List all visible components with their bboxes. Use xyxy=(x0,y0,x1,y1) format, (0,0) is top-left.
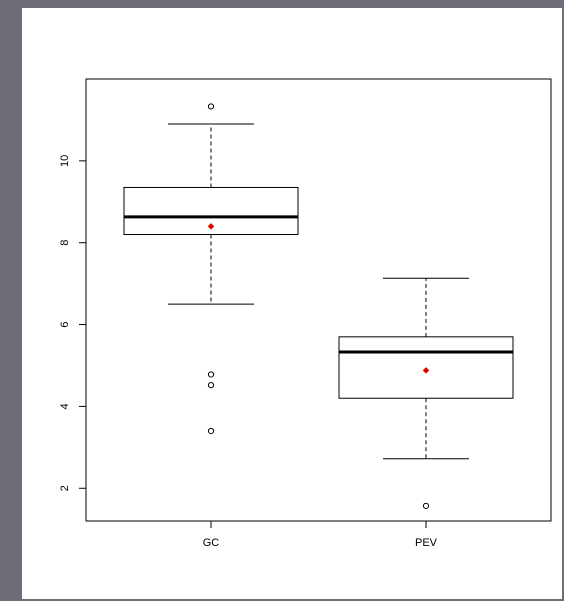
box-pev xyxy=(338,277,514,509)
y-axis: 2 4 6 8 10 xyxy=(59,155,86,491)
mean-marker xyxy=(207,222,215,230)
outlier-point xyxy=(207,427,215,435)
y-tick-label: 10 xyxy=(59,155,71,167)
x-tick-label: PEV xyxy=(415,537,438,549)
y-tick-label: 8 xyxy=(59,240,71,246)
x-axis: GC PEV xyxy=(203,521,438,549)
box-group xyxy=(123,103,514,509)
outlier-point xyxy=(422,502,430,509)
outlier-point xyxy=(207,103,215,110)
x-tick-label: GC xyxy=(203,537,220,549)
box-gc xyxy=(123,103,299,435)
outlier-point xyxy=(207,371,215,378)
mean-marker xyxy=(422,367,430,374)
outlier-point xyxy=(207,382,215,389)
y-tick-label: 6 xyxy=(59,321,71,327)
plot-window: 2 4 6 8 10 GC PEV xyxy=(22,8,562,599)
y-tick-label: 4 xyxy=(59,403,71,409)
boxplot-chart: 2 4 6 8 10 GC PEV xyxy=(59,78,552,549)
plot-frame xyxy=(85,78,552,522)
y-tick-label: 2 xyxy=(59,485,71,491)
